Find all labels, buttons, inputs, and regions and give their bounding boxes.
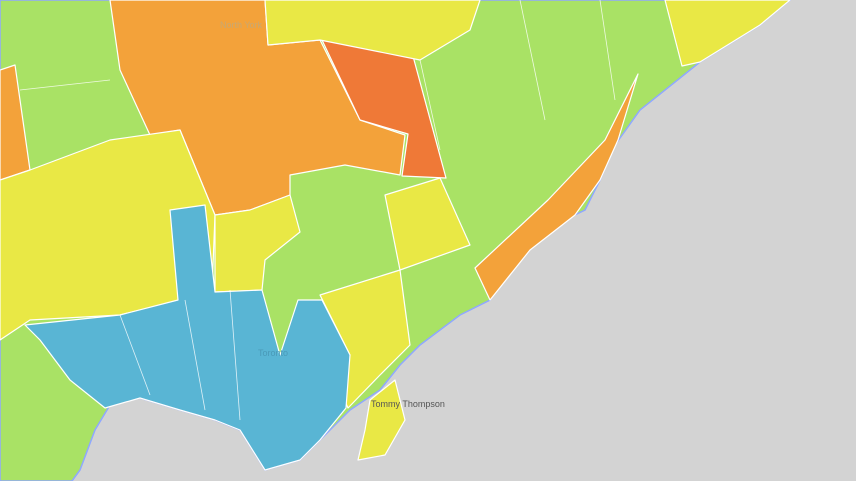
place-label: North York <box>220 20 263 30</box>
region <box>357 379 406 461</box>
region <box>474 73 639 301</box>
region <box>24 204 351 471</box>
region <box>384 177 471 271</box>
region <box>664 0 791 67</box>
place-label: Toronto <box>258 348 288 358</box>
place-label: Tommy Thompson <box>371 399 445 409</box>
boundaries <box>19 0 616 421</box>
